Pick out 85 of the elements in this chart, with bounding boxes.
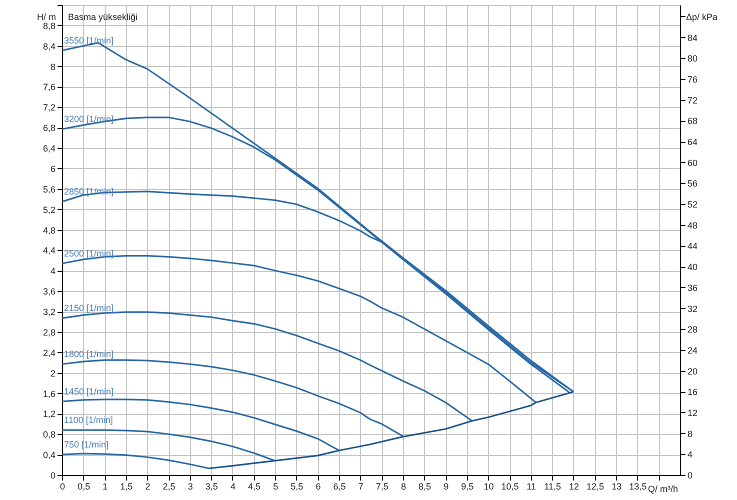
series-label: 1450 [1/min] [64, 386, 114, 396]
x-tick-label: 13 [612, 482, 622, 492]
x-tick-label: 5,5 [290, 482, 304, 492]
y-tick-label: 0,4 [42, 450, 56, 460]
y-tick-label: 6,4 [42, 144, 56, 154]
y-tick-label: 6 [50, 164, 56, 174]
x-tick-label: 7,5 [376, 482, 388, 492]
y2-tick-label: 20 [688, 366, 698, 376]
y2-tick-label: 8 [688, 428, 693, 439]
y-tick-label: 2 [50, 368, 56, 378]
y2-tick-label: 48 [688, 220, 698, 230]
x-tick-label: 1 [102, 482, 108, 492]
y-tick-label: 0,8 [42, 430, 56, 440]
series-label: 2150 [1/min] [64, 303, 114, 314]
y2-tick-label: 52 [688, 200, 698, 210]
series-label: 1100 [1/min] [64, 415, 113, 426]
y-axis-title: H/ m [37, 12, 56, 22]
x-tick-label: 11,5 [544, 482, 562, 492]
y-tick-label: 3,2 [42, 307, 56, 318]
x-tick-label: 10,5 [501, 482, 519, 492]
series-label: 3200 [1/min] [64, 114, 114, 124]
x-tick-label: 11 [526, 482, 536, 492]
y-tick-label: 2,8 [42, 327, 56, 338]
y2-axis-title: Δp/ kPa [686, 12, 718, 22]
y-tick-label: 8,8 [42, 20, 56, 31]
y2-tick-label: 84 [688, 32, 698, 43]
y-tick-label: 6,8 [42, 123, 56, 134]
x-tick-label: 6,5 [333, 482, 346, 492]
y-tick-label: 5,2 [42, 204, 56, 215]
series-label: 750 [1/min] [64, 440, 109, 450]
x-tick-label: 12 [568, 482, 579, 492]
x-axis-title: Q/ m³/h [648, 484, 678, 494]
y2-tick-label: 28 [688, 324, 698, 335]
x-tick-label: 9 [444, 482, 449, 492]
x-tick-label: 7 [358, 482, 364, 492]
x-tick-label: 12,5 [586, 482, 604, 492]
y-tick-label: 1,6 [42, 388, 56, 399]
y-tick-label: 1,2 [42, 409, 56, 420]
x-tick-label: 9,5 [461, 482, 474, 492]
y2-tick-label: 12 [688, 408, 698, 418]
y-tick-label: 8 [50, 62, 56, 72]
x-tick-label: 10 [484, 482, 494, 492]
y-tick-label: 4,8 [42, 225, 56, 236]
y-tick-label: 8,4 [42, 41, 56, 52]
y-tick-label: 7,2 [42, 102, 56, 113]
y2-tick-label: 60 [688, 158, 698, 168]
x-tick-label: 5 [273, 482, 278, 492]
y-tick-label: 4,4 [42, 246, 56, 256]
y2-tick-label: 32 [688, 304, 698, 314]
x-tick-label: 2,5 [162, 482, 176, 492]
x-tick-label: 4 [230, 482, 236, 492]
y2-tick-label: 68 [688, 116, 698, 126]
x-tick-label: 2 [145, 482, 150, 492]
series-label: 1800 [1/min] [64, 349, 114, 360]
y2-tick-label: 76 [688, 74, 698, 84]
y2-tick-label: 56 [688, 178, 698, 189]
x-tick-label: 13,5 [629, 482, 647, 492]
y2-tick-label: 64 [688, 137, 698, 148]
x-tick-label: 6 [316, 482, 321, 492]
x-tick-label: 4,5 [248, 482, 261, 492]
y-tick-label: 5,6 [42, 184, 56, 194]
y2-tick-label: 16 [688, 387, 698, 398]
y-tick-label: 0 [50, 470, 56, 480]
annotation: Basma yüksekliği [68, 12, 138, 22]
x-tick-label: 8 [400, 482, 406, 492]
y-tick-label: 7,6 [42, 82, 56, 92]
y2-tick-label: 24 [688, 345, 698, 356]
x-tick-label: 0 [60, 482, 66, 492]
y2-tick-label: 4 [688, 450, 693, 460]
y2-tick-label: 0 [688, 470, 693, 480]
series-label: 3550 [1/min] [64, 35, 114, 46]
y2-tick-label: 44 [688, 241, 698, 252]
y2-tick-label: 40 [688, 262, 698, 272]
y2-tick-label: 36 [688, 282, 698, 293]
y2-tick-label: 80 [688, 54, 698, 64]
y-tick-label: 3,6 [42, 286, 56, 297]
y2-tick-label: 72 [688, 95, 698, 106]
x-tick-label: 1,5 [120, 482, 133, 492]
x-tick-label: 3,5 [205, 482, 218, 492]
y-tick-label: 2,4 [42, 348, 56, 358]
x-tick-label: 0,5 [78, 482, 90, 492]
y-tick-label: 4 [50, 266, 56, 276]
series-label: 2500 [1/min] [64, 248, 114, 258]
x-tick-label: 3 [188, 482, 193, 492]
x-tick-label: 8,5 [418, 482, 432, 492]
